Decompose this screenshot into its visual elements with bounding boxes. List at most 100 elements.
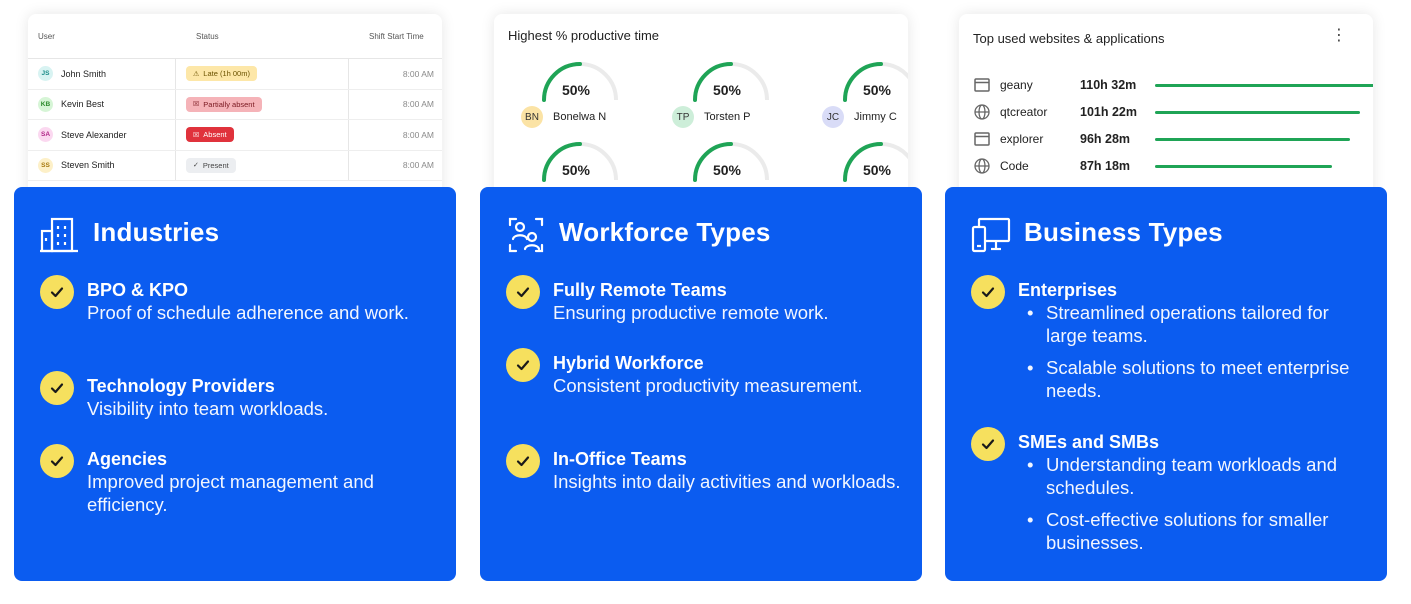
- productivity-gauge[interactable]: 50% TP Torsten P: [672, 58, 782, 138]
- check-circle-icon: [506, 348, 540, 382]
- app-time: 101h 22m: [1080, 105, 1137, 119]
- user-name: Steven Smith: [61, 160, 115, 171]
- app-name: explorer: [1000, 132, 1044, 146]
- user-cell: JS John Smith: [28, 59, 176, 89]
- bullet-item: Scalable solutions to meet enterprise ne…: [1018, 356, 1371, 402]
- card-item: Hybrid Workforce Consistent productivity …: [506, 348, 906, 397]
- table-row[interactable]: JS John Smith ⚠ Late (1h 00m) 8:00 AM: [28, 59, 442, 90]
- check-circle-icon: [40, 275, 74, 309]
- item-description: Improved project management and efficien…: [87, 471, 374, 515]
- gauge-arc: [843, 142, 908, 182]
- gauge-fill: [843, 142, 883, 182]
- gauge-value: 50%: [712, 162, 742, 178]
- item-heading: BPO & KPO: [87, 280, 189, 300]
- gauge-arc: [542, 142, 618, 182]
- productivity-gauge[interactable]: 50% JC Jimmy C: [822, 58, 908, 138]
- check-circle-icon: [506, 444, 540, 478]
- x-square-icon: ☒: [193, 101, 200, 109]
- bullet-item: Streamlined operations tailored for larg…: [1018, 301, 1371, 347]
- gauge-value: 50%: [862, 162, 892, 178]
- user-name: Kevin Best: [61, 99, 105, 110]
- window-icon: [973, 130, 991, 148]
- app-time: 110h 32m: [1080, 78, 1137, 92]
- top-apps-title: Top used websites & applications: [973, 31, 1165, 46]
- check-circle-icon: [506, 275, 540, 309]
- avatar: KB: [38, 96, 53, 112]
- table-row[interactable]: SS Steven Smith ✓ Present 8:00 AM: [28, 150, 442, 181]
- card-item: SMEs and SMBsUnderstanding team workload…: [971, 427, 1371, 563]
- gauge-person: TP Torsten P: [672, 106, 750, 128]
- user-cell: KB Kevin Best: [28, 89, 176, 119]
- person-name: Jimmy C: [854, 111, 897, 123]
- status-text: Absent: [203, 130, 227, 140]
- shift-time: 8:00 AM: [402, 99, 434, 110]
- table-row[interactable]: SA Steve Alexander ☒ Absent 8:00 AM: [28, 120, 442, 151]
- check-circle-icon: [971, 275, 1005, 309]
- person-name: Bonelwa N: [553, 111, 607, 123]
- industries-card: Industries BPO & KPO Proof of schedule ad…: [14, 187, 456, 581]
- status-cell: ☒ Absent: [176, 120, 349, 150]
- user-cell: SS Steven Smith: [28, 150, 176, 180]
- top-apps-panel: Top used websites & applications ⋮ geany…: [959, 14, 1373, 214]
- gauge-person: BN Bonelwa N: [521, 106, 606, 128]
- app-name: geany: [1000, 78, 1033, 92]
- card-item: Fully Remote Teams Ensuring productive re…: [506, 275, 906, 324]
- check-circle-icon: [971, 427, 1005, 461]
- card-item: EnterprisesStreamlined operations tailor…: [971, 275, 1371, 411]
- avatar: BN: [521, 106, 543, 128]
- usage-bar: [1155, 164, 1332, 168]
- bullet-item: Understanding team workloads and schedul…: [1018, 453, 1371, 499]
- app-row[interactable]: Code 87h 18m: [973, 156, 1332, 176]
- app-name: qtcreator: [1000, 105, 1048, 119]
- productivity-gauge[interactable]: 50%: [822, 138, 908, 214]
- header-user[interactable]: User: [38, 31, 55, 41]
- gauge-value: 50%: [712, 82, 742, 98]
- globe-icon: [973, 157, 991, 175]
- workforce-card: Workforce Types Fully Remote Teams Ensuri…: [480, 187, 922, 581]
- card-title: Business Types: [1024, 217, 1223, 247]
- globe-icon: [973, 103, 991, 121]
- status-text: Late (1h 00m): [203, 69, 250, 79]
- column-business: Top used websites & applications ⋮ geany…: [945, 0, 1387, 604]
- productivity-gauge[interactable]: 50%: [521, 138, 631, 214]
- gauge-arc: [693, 142, 769, 182]
- header-shift-start[interactable]: Shift Start Time: [369, 31, 424, 41]
- bullet-list: Understanding team workloads and schedul…: [1018, 453, 1371, 554]
- shift-time: 8:00 AM: [402, 160, 434, 171]
- table-row[interactable]: KB Kevin Best ☒ Partially absent 8:00 AM: [28, 89, 442, 120]
- status-badge: ☒ Partially absent: [186, 96, 262, 112]
- item-description: Insights into daily activities and workl…: [553, 471, 901, 492]
- user-name: Steve Alexander: [61, 129, 127, 140]
- users-scan-icon: [508, 217, 544, 253]
- productivity-gauge[interactable]: 50% BN Bonelwa N: [521, 58, 631, 138]
- gauge-value: 50%: [561, 82, 591, 98]
- app-row[interactable]: geany 110h 32m: [973, 75, 1373, 95]
- status-cell: ☒ Partially absent: [176, 89, 349, 119]
- warning-icon: ⚠: [193, 70, 200, 78]
- item-description: Visibility into team workloads.: [87, 398, 329, 419]
- kebab-menu-icon[interactable]: ⋮: [1331, 27, 1347, 44]
- table-body: JS John Smith ⚠ Late (1h 00m) 8:00 AM KB Kevin…: [28, 59, 442, 181]
- user-name: John Smith: [61, 68, 107, 79]
- header-status[interactable]: Status: [196, 31, 219, 41]
- bullet-item: Cost-effective solutions for smaller bus…: [1018, 508, 1371, 554]
- check-circle-icon: [40, 444, 74, 478]
- column-industries: User Status Shift Start Time JS John Smit…: [14, 0, 456, 604]
- item-heading: Agencies: [87, 449, 168, 469]
- app-row[interactable]: explorer 96h 28m: [973, 129, 1350, 149]
- gauge-arc: [542, 62, 618, 102]
- status-badge: ✓ Present: [186, 157, 236, 173]
- item-description: Consistent productivity measurement.: [553, 375, 863, 396]
- item-description: Proof of schedule adherence and work.: [87, 302, 409, 323]
- status-text: Partially absent: [203, 99, 255, 109]
- gauge-arc: [693, 62, 769, 102]
- avatar: TP: [672, 106, 694, 128]
- usage-bar: [1155, 137, 1350, 141]
- item-heading: Enterprises: [1018, 280, 1118, 300]
- app-row[interactable]: qtcreator 101h 22m: [973, 102, 1360, 122]
- person-name: Torsten P: [704, 111, 751, 123]
- card-item: Agencies Improved project management and …: [40, 444, 440, 516]
- productivity-gauge[interactable]: 50%: [672, 138, 782, 214]
- check-icon: ✓: [193, 162, 199, 170]
- status-cell: ⚠ Late (1h 00m): [176, 59, 349, 89]
